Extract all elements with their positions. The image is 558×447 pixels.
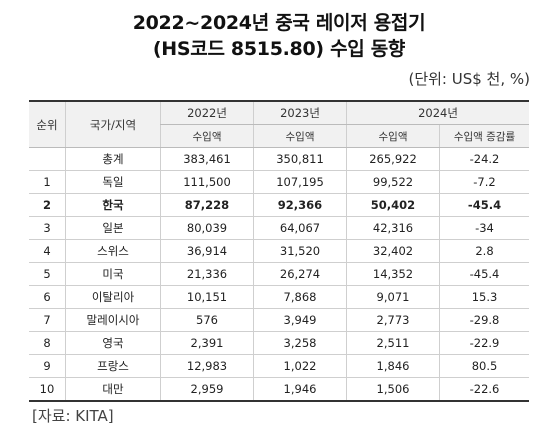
table-row: 1 독일 111,500 107,195 99,522 -7.2: [29, 170, 529, 194]
header-rank: 순위: [29, 101, 66, 148]
cell-v2024: 1,506: [346, 377, 440, 401]
cell-rank: 4: [43, 244, 51, 258]
cell-growth: -29.8: [439, 308, 529, 332]
cell-v2022: 87,228: [160, 193, 254, 217]
page-title: 2022~2024년 중국 레이저 용접기: [132, 12, 426, 34]
cell-rank: 2: [42, 198, 51, 212]
header-import-2024: 수입액: [346, 124, 440, 148]
cell-growth: -24.2: [439, 147, 529, 171]
cell-v2022: 576: [160, 308, 254, 332]
cell-growth: -45.4: [439, 193, 529, 217]
cell-rank: [29, 148, 66, 171]
cell-v2022: 10,151: [160, 285, 254, 309]
cell-v2023: 26,274: [253, 262, 347, 286]
cell-rank: 5: [43, 267, 51, 281]
cell-v2023: 1,946: [253, 377, 347, 401]
header-2022: 2022년: [160, 101, 254, 125]
cell-v2024: 32,402: [346, 239, 440, 263]
header-import-2023: 수입액: [253, 124, 347, 148]
cell-country: 한국: [65, 193, 161, 217]
cell-v2024: 50,402: [346, 193, 440, 217]
cell-rank: 10: [39, 382, 55, 396]
table-row: 3 일본 80,039 64,067 42,316 -34: [29, 216, 529, 240]
cell-v2024: 42,316: [346, 216, 440, 240]
cell-country: 미국: [65, 262, 161, 286]
table-body: 총계 383,461 350,811 265,922 -24.2 1 독일 111,500 10…: [29, 147, 529, 401]
cell-rank: 9: [43, 359, 51, 373]
cell-rank: 3: [43, 221, 51, 235]
cell-country: 일본: [65, 216, 161, 240]
cell-v2023: 3,949: [253, 308, 347, 332]
cell-v2024: 14,352: [346, 262, 440, 286]
header-country: 국가/지역: [65, 101, 161, 148]
table-row: 8 영국 2,391 3,258 2,511 -22.9: [29, 331, 529, 355]
cell-v2023: 92,366: [253, 193, 347, 217]
cell-growth: -45.4: [439, 262, 529, 286]
cell-country: 말레이시아: [65, 308, 161, 332]
cell-rank: 8: [43, 336, 51, 350]
cell-country: 총계: [65, 147, 161, 171]
cell-growth: 80.5: [439, 354, 529, 378]
table-row: 9 프랑스 12,983 1,022 1,846 80.5: [29, 354, 529, 378]
cell-rank: 7: [43, 313, 51, 327]
cell-country: 영국: [65, 331, 161, 355]
header-2024: 2024년: [346, 101, 529, 125]
cell-v2023: 7,868: [253, 285, 347, 309]
table-row: 10 대만 2,959 1,946 1,506 -22.6: [29, 377, 529, 401]
cell-v2024: 9,071: [346, 285, 440, 309]
cell-v2022: 12,983: [160, 354, 254, 378]
cell-v2024: 1,846: [346, 354, 440, 378]
cell-v2022: 80,039: [160, 216, 254, 240]
cell-v2024: 265,922: [346, 147, 440, 171]
cell-v2023: 3,258: [253, 331, 347, 355]
cell-country: 독일: [65, 170, 161, 194]
cell-v2023: 107,195: [253, 170, 347, 194]
cell-rank: 1: [43, 175, 51, 189]
cell-v2023: 31,520: [253, 239, 347, 263]
import-table: 순위 국가/지역 2022년 2023년 2024년 수입액 수입액 수입액 수…: [29, 100, 529, 402]
source-note: [자료: KITA]: [32, 407, 114, 425]
cell-growth: -34: [439, 216, 529, 240]
cell-v2022: 21,336: [160, 262, 254, 286]
cell-growth: -7.2: [439, 170, 529, 194]
table-row: 5 미국 21,336 26,274 14,352 -45.4: [29, 262, 529, 286]
cell-country: 스위스: [65, 239, 161, 263]
header-growth-2024: 수입액 증감률: [439, 124, 529, 148]
cell-v2022: 383,461: [160, 147, 254, 171]
table-row: 7 말레이시아 576 3,949 2,773 -29.8: [29, 308, 529, 332]
cell-growth: 15.3: [439, 285, 529, 309]
unit-note: (단위: US$ 천, %): [408, 70, 530, 88]
cell-rank: 6: [43, 290, 51, 304]
cell-v2022: 36,914: [160, 239, 254, 263]
page-subtitle: (HS코드 8515.80) 수입 동향: [152, 38, 406, 60]
cell-v2022: 111,500: [160, 170, 254, 194]
header-import-2022: 수입액: [160, 124, 254, 148]
table-row: 2 한국 87,228 92,366 50,402 -45.4: [29, 193, 529, 217]
table-row: 6 이탈리아 10,151 7,868 9,071 15.3: [29, 285, 529, 309]
cell-v2023: 1,022: [253, 354, 347, 378]
cell-v2023: 350,811: [253, 147, 347, 171]
cell-growth: -22.9: [439, 331, 529, 355]
table-row: 총계 383,461 350,811 265,922 -24.2: [29, 147, 529, 171]
cell-country: 이탈리아: [65, 285, 161, 309]
cell-growth: 2.8: [439, 239, 529, 263]
cell-v2022: 2,391: [160, 331, 254, 355]
header-2023: 2023년: [253, 101, 347, 125]
cell-v2024: 2,511: [346, 331, 440, 355]
cell-v2024: 99,522: [346, 170, 440, 194]
cell-v2024: 2,773: [346, 308, 440, 332]
cell-growth: -22.6: [439, 377, 529, 401]
cell-country: 대만: [65, 377, 161, 401]
cell-country: 프랑스: [65, 354, 161, 378]
cell-v2022: 2,959: [160, 377, 254, 401]
cell-v2023: 64,067: [253, 216, 347, 240]
table-row: 4 스위스 36,914 31,520 32,402 2.8: [29, 239, 529, 263]
